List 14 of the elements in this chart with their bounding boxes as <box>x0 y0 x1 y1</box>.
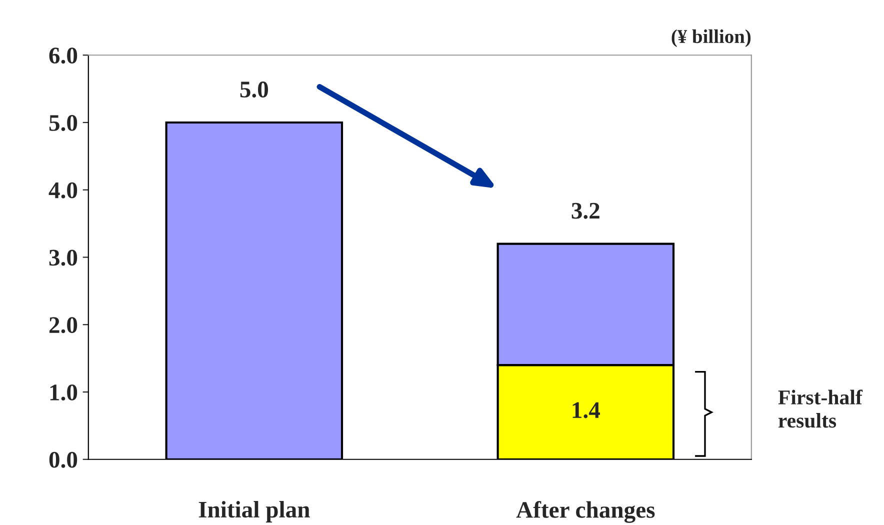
y-tick-label: 6.0 <box>49 48 78 64</box>
total-label: 5.0 <box>240 82 268 98</box>
x-tick-label: Initial plan <box>198 501 310 522</box>
total-label: 3.2 <box>572 202 600 219</box>
text: First-half results <box>778 390 863 428</box>
y-tick-label: 5.0 <box>49 114 78 132</box>
y-tick-label: 2.0 <box>49 317 78 334</box>
y-tick-label: 3.0 <box>49 250 78 266</box>
y-tick-label: 1.0 <box>50 384 78 401</box>
y-tick-label: 4.0 <box>48 182 78 198</box>
text: (¥ billion) <box>672 29 751 48</box>
x-tick-label: After changes <box>516 501 655 523</box>
y-tick-label: 0.0 <box>49 452 78 468</box>
data-label: 1.4 <box>572 402 600 418</box>
